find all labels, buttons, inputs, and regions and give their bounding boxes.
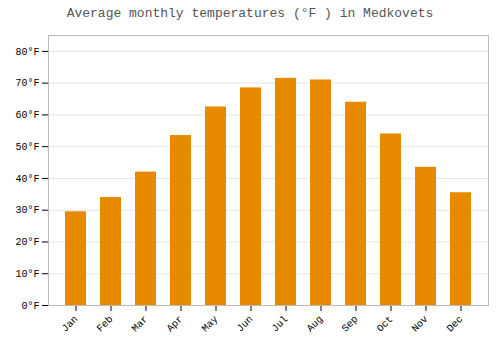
svg-text:May: May [200, 314, 221, 335]
svg-text:Dec: Dec [445, 314, 466, 335]
svg-text:Sep: Sep [340, 314, 361, 335]
svg-text:80°F: 80°F [15, 47, 39, 58]
svg-text:Nov: Nov [410, 314, 431, 335]
svg-text:Jul: Jul [270, 314, 291, 335]
svg-text:60°F: 60°F [15, 110, 39, 121]
svg-text:10°F: 10°F [15, 269, 39, 280]
svg-text:Aug: Aug [305, 314, 326, 335]
svg-text:Jan: Jan [60, 314, 81, 335]
svg-text:40°F: 40°F [15, 174, 39, 185]
svg-text:Feb: Feb [95, 314, 116, 335]
svg-text:0°F: 0°F [21, 301, 39, 312]
svg-text:30°F: 30°F [15, 205, 39, 216]
html-text:Average monthly temperatures (: Average monthly temperatures (°F ) in Me… [66, 6, 434, 21]
svg-text:20°F: 20°F [15, 237, 39, 248]
svg-text:50°F: 50°F [15, 142, 39, 153]
svg-text:Mar: Mar [130, 314, 151, 335]
svg-text:Apr: Apr [165, 314, 186, 335]
svg-text:70°F: 70°F [15, 78, 39, 89]
svg-text:Oct: Oct [375, 314, 396, 335]
svg-text:Jun: Jun [235, 314, 256, 335]
